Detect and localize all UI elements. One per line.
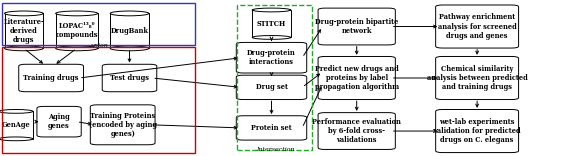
Text: STITCH: STITCH [257,20,286,28]
Text: Chemical similarity
analysis between predicted
and training drugs: Chemical similarity analysis between pre… [427,65,528,91]
Text: Test drugs: Test drugs [110,74,149,82]
Ellipse shape [56,11,98,16]
Text: Drug-protein
interactions: Drug-protein interactions [247,49,296,66]
Ellipse shape [5,11,43,16]
Ellipse shape [0,137,33,141]
FancyBboxPatch shape [110,13,149,48]
Ellipse shape [110,11,149,16]
FancyBboxPatch shape [90,105,155,145]
Text: Performance evaluation
by 6-fold cross-
validations: Performance evaluation by 6-fold cross- … [312,118,401,144]
Text: DrugBank: DrugBank [111,27,148,35]
FancyBboxPatch shape [318,113,395,149]
Ellipse shape [252,8,291,12]
Text: Pathway enrichment
analysis for screened
drugs and genes: Pathway enrichment analysis for screened… [438,13,516,40]
Text: Drug-protein bipartite
network: Drug-protein bipartite network [315,18,398,35]
Text: Training drugs: Training drugs [23,74,79,82]
FancyBboxPatch shape [318,56,395,100]
Bar [2,47,195,153]
FancyBboxPatch shape [37,106,81,137]
Ellipse shape [252,36,291,39]
Text: Training Proteins
(encoded by aging
genes): Training Proteins (encoded by aging gene… [89,112,157,138]
FancyBboxPatch shape [436,56,519,100]
Ellipse shape [110,46,149,51]
FancyBboxPatch shape [0,111,33,139]
FancyBboxPatch shape [56,13,98,48]
Ellipse shape [5,46,43,51]
Text: Drug set: Drug set [256,83,287,91]
Text: Protein set: Protein set [251,124,292,132]
FancyBboxPatch shape [19,64,83,92]
Text: Intersection: Intersection [256,147,294,152]
FancyBboxPatch shape [236,116,307,140]
Bar [2,3,195,45]
Text: Aging
genes: Aging genes [48,113,70,130]
Text: Predict new drugs and
proteins by label
propagation algorithm: Predict new drugs and proteins by label … [315,65,399,91]
Text: LOPAC¹³₈⁰
compounds: LOPAC¹³₈⁰ compounds [56,22,98,39]
FancyBboxPatch shape [436,5,519,48]
FancyBboxPatch shape [102,64,157,92]
FancyBboxPatch shape [236,75,307,100]
Ellipse shape [56,46,98,51]
FancyBboxPatch shape [436,110,519,153]
Text: Literature-
derived
drugs: Literature- derived drugs [3,18,44,44]
Ellipse shape [0,110,33,113]
Text: wet-lab experiments
validation for predicted
drugs on C. elegans: wet-lab experiments validation for predi… [433,118,521,144]
Text: union: union [90,43,108,48]
FancyBboxPatch shape [318,8,395,45]
Text: GenAge: GenAge [2,121,30,129]
Bar [237,5,312,150]
FancyBboxPatch shape [236,42,307,73]
FancyBboxPatch shape [252,10,291,37]
FancyBboxPatch shape [5,13,43,48]
